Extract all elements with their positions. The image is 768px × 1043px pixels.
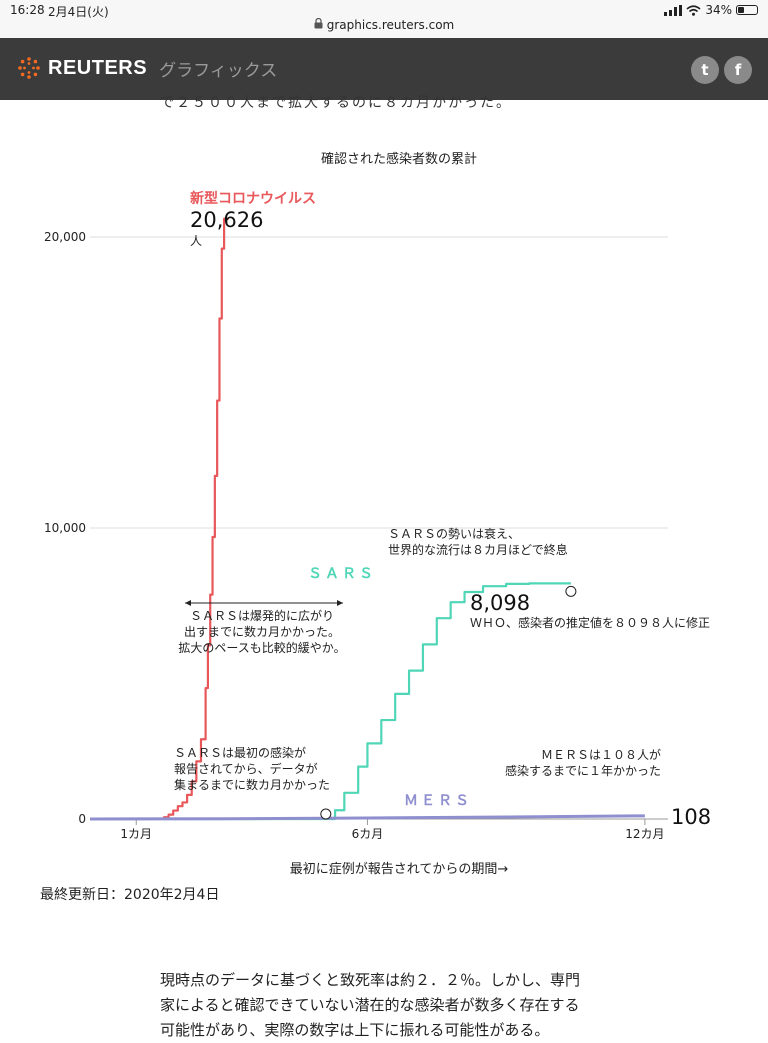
series-line-sars [90,582,571,821]
sars-spread-note-line: ＳＡＲＳは爆発的に広がり [190,608,334,623]
article-paragraph: 現時点のデータに基づくと致死率は約２．２％。しかし、専門 家によると確認できてい… [160,968,620,1043]
series-line-mers [89,814,645,821]
twitter-share-button[interactable]: t [691,56,719,84]
mers-total-value: 108 [671,805,711,829]
x-tick-label: 6カ月 [352,827,384,841]
sars-total-note: ＷＨＯ、感染者の推定値を８０９８人に修正 [470,615,710,630]
intro-cut-text: で２５００人まで拡大するのに８カ月かかった。 [160,95,512,111]
article-line: 家によると確認できていない潜在的な感染者が数多く存在する [160,996,580,1014]
article-line: 現時点のデータに基づくと致死率は約２．２％。しかし、専門 [160,971,581,989]
article-line: 可能性があり、実際の数字は上下に振れる可能性がある。 [160,1021,550,1039]
wifi-icon [686,4,701,16]
twitter-icon: t [701,61,709,79]
covid-total-unit: 人 [190,234,202,248]
reuters-logo[interactable]: REUTERS グラフィックス [16,55,277,81]
status-date: 2月4日(火) [48,5,109,19]
sars-end-marker [565,585,577,597]
sars-spread-note-line: 出すまでに数カ月かかった。 [184,624,340,639]
y-tick-label: 20,000 [44,230,86,244]
spread-arrow-head-right [337,600,343,606]
sars-spread-note: ＳＡＲＳは爆発的に広がり出すまでに数カ月かかった。拡大のペースも比較的緩やか。 [178,608,345,655]
lock-icon [314,17,323,32]
facebook-icon: f [734,61,742,79]
spread-arrow-head-left [185,600,191,606]
battery-fill [738,7,744,13]
url-bar[interactable]: graphics.reuters.com [0,17,768,38]
covid-total-value: 20,626 [190,208,263,232]
chart-title: 確認された感染者数の累計 [321,151,477,167]
sars-start-note: ＳＡＲＳは最初の感染が報告されてから、データが集まるまでに数カ月かかった [174,745,330,792]
cumulative-cases-chart: 確認された感染者数の累計 0 10,000 20,000 1カ月 6カ月 12カ月 新型… [44,151,711,877]
sars-start-note-line: ＳＡＲＳは最初の感染が [174,745,306,760]
site-header: REUTERS グラフィックス t f [0,38,768,100]
status-right: 34% [664,3,758,17]
x-tick-label: 1カ月 [120,827,152,841]
sars-peak-note: ＳＡＲＳの勢いは衰え、世界的な流行は８カ月ほどで終息 [388,526,568,557]
facebook-share-button[interactable]: f [724,56,752,84]
y-tick-label: 0 [78,812,86,826]
sars-total-value: 8,098 [470,591,530,615]
reuters-logo-icon [18,57,40,79]
mers-note: ＭＥＲＳは１０８人が感染するまでに１年かかった [505,747,661,778]
sars-spread-note-line: 拡大のペースも比較的緩やか。 [178,640,345,655]
x-axis-title: 最初に症例が報告されてからの期間→ [290,862,509,877]
series-label-covid: 新型コロナウイルス [190,190,316,207]
mers-note-line: 感染するまでに１年かかった [505,763,661,778]
section-name: グラフィックス [159,60,278,81]
status-time: 16:28 [10,3,45,17]
sars-peak-note-line: 世界的な流行は８カ月ほどで終息 [388,542,568,557]
status-bar: 16:28 2月4日(火) 34% [0,0,768,20]
sars-start-note-line: 集まるまでに数カ月かかった [174,777,330,792]
battery-percent: 34% [705,3,732,17]
sars-start-marker [320,808,332,820]
series-label-sars: ＳＡＲＳ [308,566,376,582]
y-tick-label: 10,000 [44,521,86,535]
brand-name: REUTERS [48,56,148,79]
x-tick-label: 12カ月 [625,827,664,841]
mers-note-line: ＭＥＲＳは１０８人が [541,747,661,762]
sars-peak-note-line: ＳＡＲＳの勢いは衰え、 [388,526,520,541]
series-line-covid [90,217,229,821]
series-label-mers: ＭＥＲＳ [404,793,472,809]
url-text: graphics.reuters.com [326,18,455,32]
signal-icon [664,4,683,16]
last-updated: 最終更新日：2020年2月4日 [40,887,220,903]
battery-icon [736,5,758,15]
sars-start-note-line: 報告されてから、データが [174,761,318,776]
